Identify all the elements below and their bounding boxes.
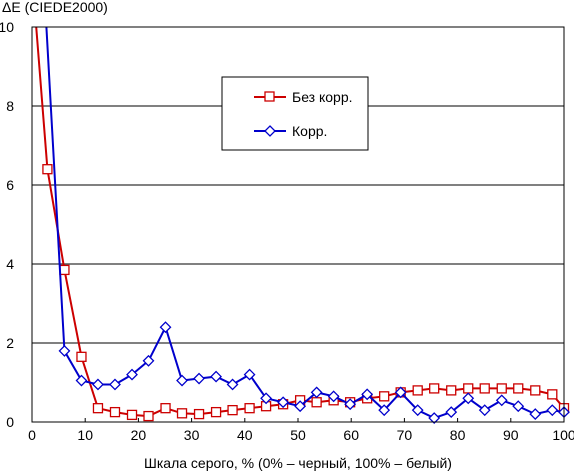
data-point: [496, 383, 507, 394]
y-tick-label: 10: [0, 19, 14, 35]
data-point: [159, 321, 172, 334]
data-point: [530, 385, 541, 396]
data-point: [310, 386, 323, 399]
data-point: [227, 404, 238, 416]
x-tick-label: 80: [450, 427, 466, 443]
series-2: [45, 27, 570, 424]
x-tick-label: 70: [397, 427, 413, 443]
data-point: [344, 398, 357, 411]
data-point: [294, 400, 307, 413]
data-point: [243, 368, 256, 381]
data-point: [445, 406, 458, 419]
data-point: [160, 403, 171, 414]
data-point: [412, 385, 423, 396]
y-axis-title: ΔE (CIEDE2000): [2, 0, 108, 15]
x-tick-labels: 0 10 20 30 40 50 60 70 80 90 100: [28, 418, 574, 443]
data-point: [495, 394, 508, 407]
data-point: [394, 386, 407, 399]
data-point: [260, 392, 272, 405]
legend-marker-bez-korr: [264, 91, 275, 102]
data-point: [478, 404, 491, 417]
data-point: [429, 383, 440, 394]
y-tick-label: 0: [6, 414, 14, 430]
data-point: [479, 383, 490, 394]
data-point: [546, 404, 559, 417]
data-point: [92, 403, 104, 414]
data-point: [176, 374, 188, 387]
data-point: [327, 390, 340, 403]
data-point: [126, 409, 138, 421]
y-tick-labels: 0 2 4 6 8 10: [0, 19, 14, 430]
data-point: [143, 410, 154, 422]
data-point: [142, 354, 155, 367]
data-point: [42, 164, 53, 175]
data-point: [58, 344, 71, 357]
data-point: [193, 408, 205, 420]
x-tick-label: 40: [237, 427, 253, 443]
data-point: [463, 383, 474, 394]
data-point: [512, 400, 525, 413]
data-point: [210, 370, 222, 383]
data-point: [547, 389, 558, 400]
legend-marker-korr: [264, 125, 276, 137]
x-tick-label: 100: [552, 427, 574, 443]
data-point: [378, 404, 391, 417]
x-tick-label: 90: [503, 427, 519, 443]
y-tick-label: 2: [6, 335, 14, 351]
legend-label-korr: Корр.: [292, 123, 327, 139]
data-point: [193, 372, 205, 385]
x-tick-label: 30: [184, 427, 200, 443]
data-point: [379, 391, 390, 402]
data-point: [92, 378, 104, 391]
data-point: [109, 406, 121, 418]
x-tick-label: 0: [28, 427, 36, 443]
x-tick-label: 60: [343, 427, 359, 443]
data-point: [76, 351, 87, 362]
legend-box: [221, 76, 369, 151]
data-point: [361, 388, 374, 401]
data-point: [513, 383, 524, 394]
y-tick-label: 8: [6, 98, 14, 114]
data-point: [277, 396, 290, 409]
y-tick-label: 4: [6, 256, 14, 272]
legend: Без корр. Корр.: [221, 76, 369, 151]
data-point: [244, 403, 255, 414]
x-axis-title: Шкала серого, % (0% – черный, 100% – бел…: [144, 455, 452, 471]
data-point: [411, 404, 424, 417]
x-tick-label: 10: [77, 427, 93, 443]
data-point: [226, 378, 239, 391]
x-tick-label: 50: [290, 427, 306, 443]
data-point: [210, 406, 222, 418]
legend-label-bez-korr: Без корр.: [292, 89, 353, 105]
data-point: [75, 374, 88, 387]
data-point: [462, 392, 475, 405]
data-point: [529, 408, 542, 421]
data-point: [446, 385, 457, 396]
series-layer: [35, 27, 570, 424]
data-point: [59, 264, 70, 276]
y-tick-label: 6: [6, 177, 14, 193]
data-point: [109, 378, 121, 391]
data-point: [126, 368, 138, 381]
x-tick-label: 20: [131, 427, 147, 443]
data-point: [176, 408, 188, 419]
data-point: [428, 412, 441, 424]
data-point: [311, 397, 322, 408]
